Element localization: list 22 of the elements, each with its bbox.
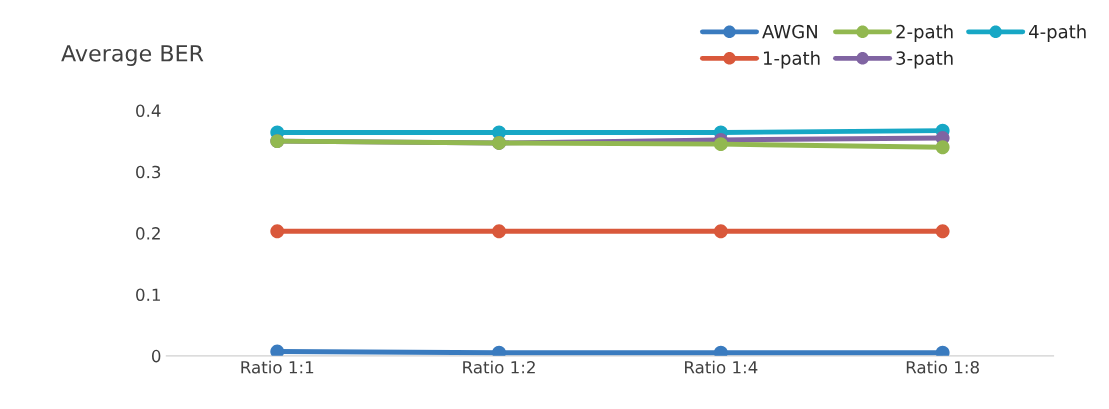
chart-title: Average BER [61, 45, 204, 66]
legend-label: 3-path [896, 50, 953, 69]
y-tick-label: 0.1 [136, 288, 160, 302]
point [713, 137, 728, 152]
point [935, 140, 950, 155]
x-tick-label: Ratio 1:4 [685, 360, 758, 374]
x-tick-label: Ratio 1:1 [241, 360, 314, 374]
y-tick-label: 0.4 [136, 104, 161, 117]
legend-label: 2-path [896, 24, 953, 42]
legend-label: 1-path [763, 50, 820, 69]
point [270, 344, 285, 356]
y-tick-label: 0.3 [136, 165, 161, 179]
legend-label: 4-path [1029, 24, 1086, 42]
legend-label: AWGN [762, 24, 817, 39]
y-tick-label: 0.2 [136, 227, 160, 240]
x-tick-label: Ratio 1:8 [906, 360, 979, 374]
point [270, 224, 285, 239]
point [935, 224, 950, 239]
y-tick-label: 0 [151, 349, 161, 363]
point [492, 224, 506, 239]
point [713, 224, 728, 239]
x-tick-label: Ratio 1:2 [463, 360, 535, 374]
